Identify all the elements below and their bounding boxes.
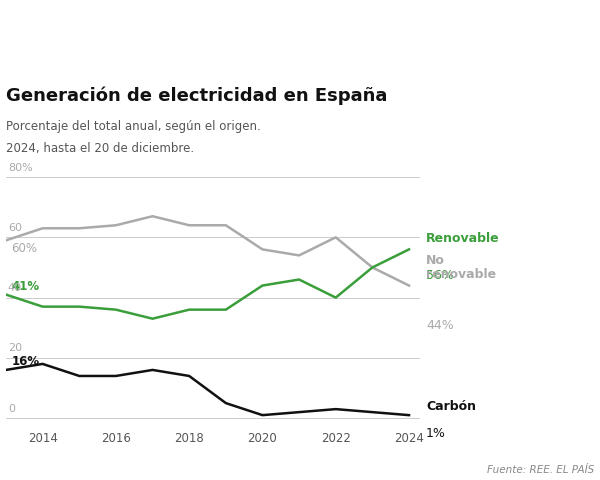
Text: 60%: 60%: [11, 242, 37, 255]
Text: 56%: 56%: [426, 269, 454, 282]
Text: 1%: 1%: [426, 427, 446, 440]
Text: 0: 0: [8, 404, 15, 414]
Text: 2024, hasta el 20 de diciembre.: 2024, hasta el 20 de diciembre.: [6, 142, 194, 155]
Text: 44%: 44%: [426, 319, 454, 332]
Text: 80%: 80%: [8, 163, 32, 172]
Text: 41%: 41%: [11, 280, 40, 293]
Text: 16%: 16%: [11, 355, 40, 369]
Text: Porcentaje del total anual, según el origen.: Porcentaje del total anual, según el ori…: [6, 120, 261, 133]
Text: No
renovable: No renovable: [426, 254, 496, 281]
Text: 60: 60: [8, 223, 22, 233]
Text: Carbón: Carbón: [426, 400, 476, 413]
Text: Fuente: REE. EL PAÍS: Fuente: REE. EL PAÍS: [487, 465, 594, 475]
Text: Renovable: Renovable: [426, 231, 500, 245]
Text: 20: 20: [8, 343, 22, 353]
Text: Generación de electricidad en España: Generación de electricidad en España: [6, 86, 388, 105]
Text: 40: 40: [8, 283, 22, 293]
